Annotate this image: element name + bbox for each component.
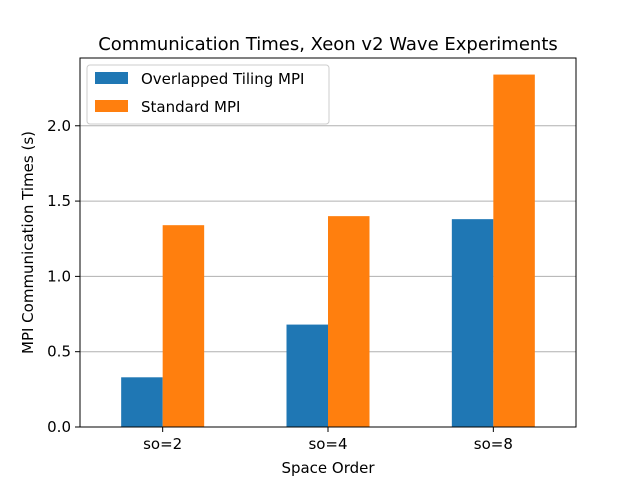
bar-standard-so=8 bbox=[493, 74, 535, 427]
legend: Overlapped Tiling MPI Standard MPI bbox=[86, 64, 330, 125]
legend-swatch-overlapped bbox=[95, 72, 128, 84]
bar-standard-so=4 bbox=[328, 216, 370, 427]
x-tick-label: so=4 bbox=[308, 435, 347, 453]
legend-label-standard: Standard MPI bbox=[141, 98, 240, 116]
legend-box bbox=[86, 64, 330, 125]
bars bbox=[121, 74, 535, 427]
bar-overlapped-so=4 bbox=[286, 324, 328, 427]
legend-label-overlapped: Overlapped Tiling MPI bbox=[141, 70, 304, 88]
y-tick-label: 1.5 bbox=[47, 192, 71, 210]
y-tick-label: 2.0 bbox=[47, 117, 71, 135]
bar-standard-so=2 bbox=[162, 225, 205, 427]
y-axis-label: MPI Communication Times (s) bbox=[19, 131, 37, 354]
y-tick-label: 0.5 bbox=[47, 343, 71, 361]
x-axis: so=2 so=4 so=8 bbox=[143, 427, 513, 453]
bar-overlapped-so=2 bbox=[121, 377, 163, 427]
x-tick-label: so=2 bbox=[143, 435, 182, 453]
y-tick-label: 1.0 bbox=[47, 267, 71, 285]
chart-title: Communication Times, Xeon v2 Wave Experi… bbox=[98, 34, 558, 55]
y-tick-label: 0.0 bbox=[47, 418, 71, 436]
x-axis-label: Space Order bbox=[281, 459, 375, 477]
x-tick-label: so=8 bbox=[474, 435, 513, 453]
bar-overlapped-so=8 bbox=[451, 219, 494, 427]
legend-swatch-standard bbox=[95, 100, 128, 112]
y-axis: 0.0 0.5 1.0 1.5 2.0 bbox=[47, 117, 80, 436]
